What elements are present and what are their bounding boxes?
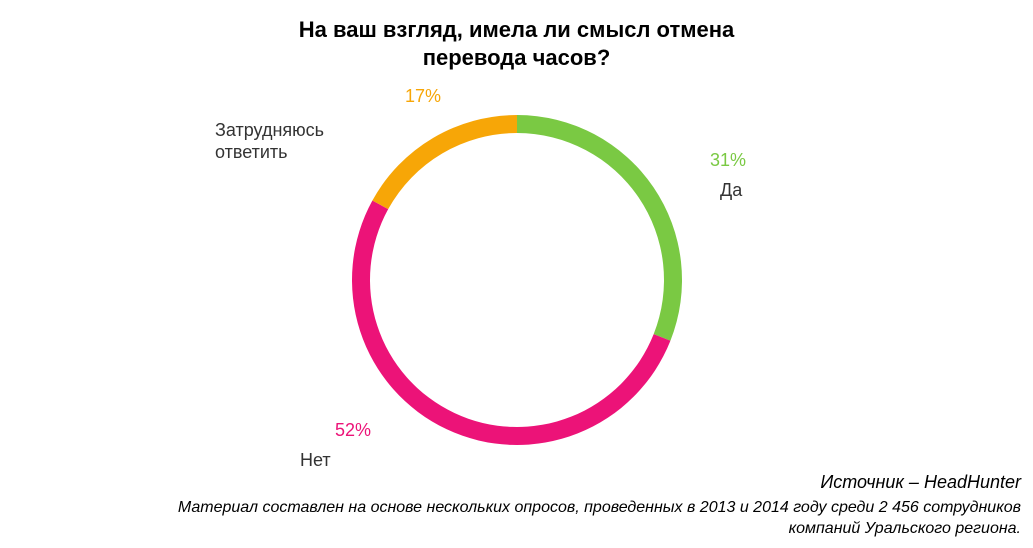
chart-footer: Источник – HeadHunter Материал составлен… [0, 472, 1033, 540]
donut-chart [0, 80, 1033, 480]
chart-title-line1: На ваш взгляд, имела ли смысл отмена [0, 16, 1033, 44]
slice-pct-0: 31% [710, 150, 746, 172]
donut-wrap [350, 113, 684, 447]
slice-label-2: Затрудняюсь ответить [215, 120, 324, 163]
note-text: Материал составлен на основе нескольких … [12, 497, 1021, 540]
donut-slice-0 [517, 115, 682, 341]
slice-label-1: Нет [300, 450, 331, 472]
slice-pct-2: 17% [405, 86, 441, 108]
note-line1: Материал составлен на основе нескольких … [12, 497, 1021, 519]
chart-title: На ваш взгляд, имела ли смысл отмена пер… [0, 16, 1033, 71]
chart-title-line2: перевода часов? [0, 44, 1033, 72]
donut-slice-1 [351, 201, 669, 445]
slice-label-0: Да [720, 180, 742, 202]
note-line2: компаний Уральского региона. [12, 518, 1021, 540]
donut-slice-2 [372, 115, 517, 209]
slice-pct-1: 52% [335, 420, 371, 442]
donut-svg [350, 113, 684, 447]
source-text: Источник – HeadHunter [12, 472, 1021, 493]
